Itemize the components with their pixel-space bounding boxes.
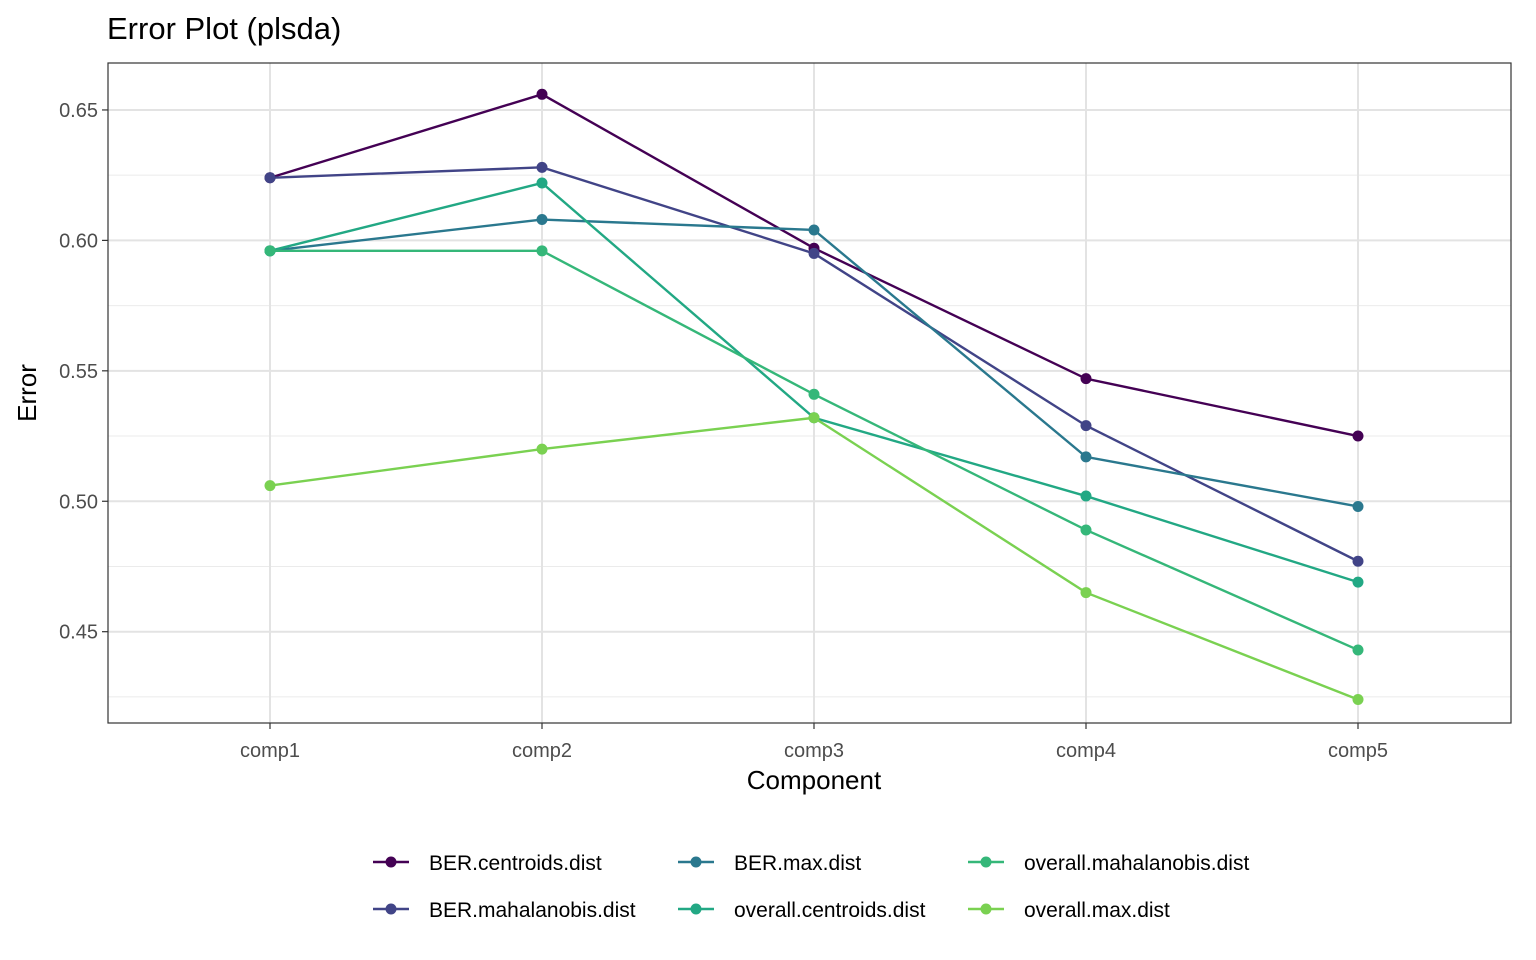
legend-key-point xyxy=(690,903,702,915)
data-point-BER.max.dist xyxy=(1352,500,1364,512)
data-point-BER.mahalanobis.dist xyxy=(808,247,820,259)
legend-label: overall.mahalanobis.dist xyxy=(1024,852,1249,875)
series-layer xyxy=(264,88,1364,706)
data-point-BER.max.dist xyxy=(1080,451,1092,463)
data-point-overall.mahalanobis.dist xyxy=(536,245,548,257)
data-point-overall.centroids.dist xyxy=(536,177,548,189)
chart-title: Error Plot (plsda) xyxy=(107,11,341,46)
data-point-BER.centroids.dist xyxy=(1080,373,1092,385)
y-tick-label: 0.55 xyxy=(59,361,98,383)
legend-label: BER.centroids.dist xyxy=(429,852,602,875)
y-tick-label: 0.45 xyxy=(59,622,98,644)
legend-label: overall.centroids.dist xyxy=(734,899,926,922)
data-point-overall.max.dist xyxy=(1352,694,1364,706)
data-point-BER.mahalanobis.dist xyxy=(1352,555,1364,567)
x-tick-label: comp3 xyxy=(784,740,844,762)
x-axis-title: Component xyxy=(747,765,882,795)
data-point-BER.mahalanobis.dist xyxy=(536,161,548,173)
legend-key-point xyxy=(385,903,397,915)
data-point-BER.mahalanobis.dist xyxy=(264,172,276,184)
legend-item-overall.max.dist: overall.max.dist xyxy=(968,899,1170,922)
x-tick-label: comp5 xyxy=(1328,740,1388,762)
data-point-BER.mahalanobis.dist xyxy=(1080,420,1092,432)
data-point-overall.centroids.dist xyxy=(1352,576,1364,588)
plot-panel-border xyxy=(107,62,1512,724)
x-axis-ticks: comp1 comp2 comp3 comp4 comp5 xyxy=(240,723,1388,762)
legend: BER.centroids.dist BER.mahalanobis.dist BE… xyxy=(373,852,1249,922)
legend-key-point xyxy=(690,856,702,868)
data-point-overall.mahalanobis.dist xyxy=(264,245,276,257)
y-axis-ticks: 0.45 0.50 0.55 0.60 0.65 xyxy=(59,100,108,644)
data-point-overall.mahalanobis.dist xyxy=(1352,644,1364,656)
y-tick-label: 0.65 xyxy=(59,100,98,122)
legend-item-BER.max.dist: BER.max.dist xyxy=(678,852,861,875)
legend-item-overall.mahalanobis.dist: overall.mahalanobis.dist xyxy=(968,852,1249,875)
data-point-overall.max.dist xyxy=(536,443,548,455)
data-point-BER.max.dist xyxy=(536,214,548,226)
legend-item-BER.mahalanobis.dist: BER.mahalanobis.dist xyxy=(373,899,636,922)
legend-key-point xyxy=(980,856,992,868)
data-point-BER.centroids.dist xyxy=(536,88,548,100)
x-tick-label: comp4 xyxy=(1056,740,1116,762)
legend-key-point xyxy=(385,856,397,868)
y-tick-label: 0.60 xyxy=(59,230,98,252)
data-point-overall.mahalanobis.dist xyxy=(808,388,820,400)
y-axis-title: Error xyxy=(12,364,42,422)
y-tick-label: 0.50 xyxy=(59,491,98,513)
data-point-overall.centroids.dist xyxy=(1080,490,1092,502)
data-point-overall.max.dist xyxy=(808,412,820,424)
legend-label: overall.max.dist xyxy=(1024,899,1170,922)
legend-item-BER.centroids.dist: BER.centroids.dist xyxy=(373,852,602,875)
legend-label: BER.mahalanobis.dist xyxy=(429,899,636,922)
legend-item-overall.centroids.dist: overall.centroids.dist xyxy=(678,899,926,922)
data-point-overall.max.dist xyxy=(264,480,276,492)
data-point-BER.max.dist xyxy=(808,224,820,236)
data-point-overall.mahalanobis.dist xyxy=(1080,524,1092,536)
legend-label: BER.max.dist xyxy=(734,852,861,875)
data-point-BER.centroids.dist xyxy=(1352,430,1364,442)
x-tick-label: comp2 xyxy=(512,740,572,762)
legend-key-point xyxy=(980,903,992,915)
data-point-overall.max.dist xyxy=(1080,587,1092,599)
x-tick-label: comp1 xyxy=(240,740,300,762)
